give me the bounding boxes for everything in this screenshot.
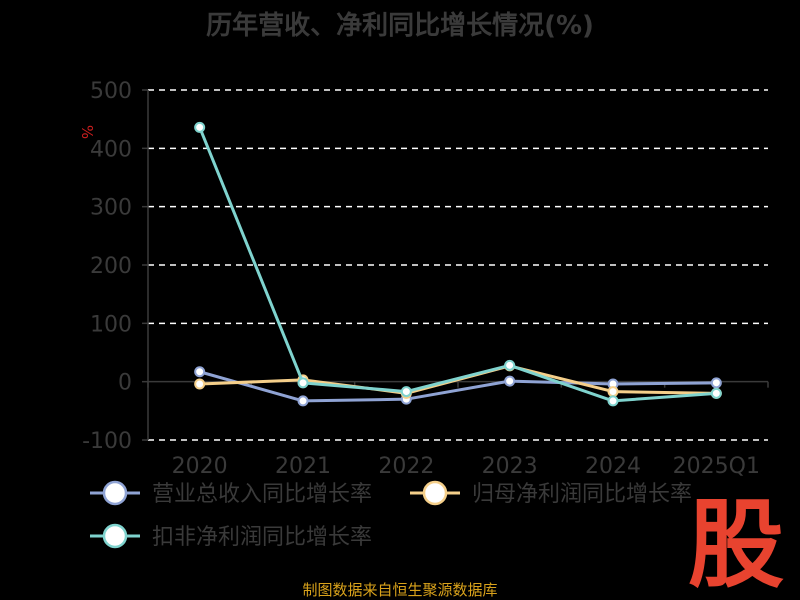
series-1-point [504,375,516,387]
source-note: 制图数据来自恒生聚源数据库 [302,581,497,599]
x-tick-label: 2020 [172,454,228,479]
y-tick-label: 100 [90,312,132,337]
y-tick-label: 0 [118,371,132,396]
series-3-point [504,359,516,371]
x-tick-labels: 2020 2021 2022 2023 2024 2025Q1 [172,454,760,479]
chart-title: 历年营收、净利同比增长情况(%) [206,10,594,41]
x-tick-label: 2024 [585,454,641,479]
y-axis-unit-label: % [78,125,96,139]
legend-marker-3 [102,523,128,549]
y-tick-labels: -100 0 100 200 300 400 500 [82,79,132,454]
x-tick-label: 2023 [482,454,538,479]
series-1-point [710,377,722,389]
x-tick-label: 2022 [378,454,434,479]
series-3-point [400,386,412,398]
series-3-point [710,387,722,399]
x-tick-label: 2021 [275,454,331,479]
y-tick-label: 400 [90,137,132,162]
gridlines [148,89,768,441]
series-line-1 [199,370,717,403]
y-tick-label: 500 [90,79,132,104]
y-tick-label: -100 [82,429,132,454]
series-2-point [607,386,619,398]
series-3-point [194,121,206,133]
y-tick-label: 200 [90,254,132,279]
legend-label-2: 归母净利润同比增长率 [472,482,692,507]
series-1-point [297,395,309,407]
series-2-point [194,378,206,390]
axes [142,89,769,441]
brand-logo: 股 [688,489,784,600]
series-3-point [297,377,309,389]
series-1-point [194,366,206,378]
y-tick-label: 300 [90,196,132,221]
series-lines [194,121,722,407]
series-3-point [607,395,619,407]
legend-label-3: 扣非净利润同比增长率 [152,525,372,550]
legend-label-1: 营业总收入同比增长率 [152,482,372,507]
x-tick-label: 2025Q1 [673,454,760,479]
series-line-3 [198,126,717,403]
legend-marker-2 [422,480,448,506]
legend-marker-1 [102,480,128,506]
